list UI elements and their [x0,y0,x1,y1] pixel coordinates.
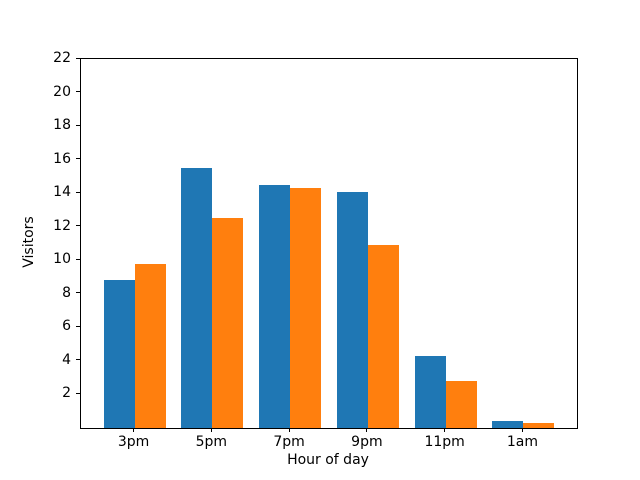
bar-blue-series-1am [492,421,524,428]
y-tick-mark [76,158,80,160]
bar-blue-series-3pm [103,280,135,428]
y-tick-mark [76,124,80,126]
y-tick-mark [76,258,80,260]
x-tick-label: 3pm [117,434,150,450]
y-tick-label: 10 [53,251,71,268]
y-tick-label: 4 [62,351,71,368]
x-tick-label: 5pm [195,434,228,450]
y-tick-mark [76,292,80,294]
bar-blue-series-7pm [259,184,291,428]
bar-orange-series-7pm [290,188,322,428]
y-tick-label: 8 [62,284,71,301]
y-tick-mark [76,225,80,227]
x-tick-mark [366,428,368,432]
x-tick-mark [210,428,212,432]
y-tick-mark [76,359,80,361]
bar-orange-series-9pm [367,245,399,428]
x-tick-label: 1am [506,434,538,450]
y-tick-label: 22 [53,50,71,66]
bar-orange-series-5pm [212,218,244,428]
y-tick-mark [76,325,80,327]
y-tick-label: 12 [53,217,71,234]
x-tick-mark [444,428,446,432]
bar-blue-series-11pm [414,355,446,428]
plot-area [80,58,578,429]
x-tick-label: 11pm [424,434,465,450]
y-tick-label: 2 [62,385,71,402]
x-tick-mark [521,428,523,432]
y-tick-label: 14 [53,184,71,201]
bar-blue-series-9pm [336,191,368,428]
y-tick-label: 18 [53,117,71,134]
y-tick-mark [76,392,80,394]
x-tick-mark [133,428,135,432]
y-tick-mark [76,57,80,59]
x-tick-mark [288,428,290,432]
y-tick-mark [76,191,80,193]
bar-orange-series-11pm [445,381,477,428]
y-tick-label: 6 [62,318,71,335]
y-tick-label: 16 [53,150,71,167]
bar-orange-series-1am [523,422,555,428]
x-axis-label: Hour of day [287,452,369,468]
bar-blue-series-5pm [181,168,213,428]
bar-orange-series-3pm [134,263,166,428]
x-tick-label: 9pm [351,434,383,450]
y-tick-label: 20 [53,83,71,100]
x-tick-label: 7pm [273,434,305,450]
y-tick-mark [76,91,80,93]
